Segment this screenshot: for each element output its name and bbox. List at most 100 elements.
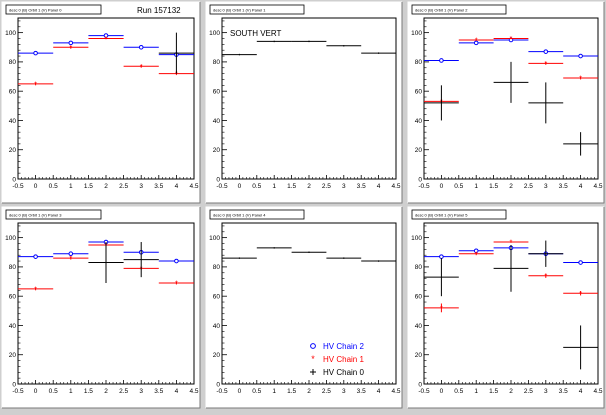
x-tick-label: 3	[139, 388, 143, 395]
star-marker: *	[69, 254, 72, 263]
y-tick-label: 80	[415, 264, 423, 271]
panel-bevel-dark	[2, 2, 201, 204]
x-tick-label: 3.5	[357, 388, 366, 395]
data-point	[123, 44, 159, 50]
data-point	[563, 260, 598, 265]
data-point	[53, 40, 89, 46]
x-tick-label: 3	[544, 183, 548, 190]
y-axis: 0 20 40 60 80 100	[411, 20, 429, 183]
panel-3: desc 0 (B) Orbit 1 (V) Panel 2-0.5 0 0.5 1 1…	[407, 1, 605, 204]
legend-star-marker: *	[311, 354, 315, 364]
series-cross	[222, 40, 396, 56]
x-tick-label: 4.5	[593, 388, 602, 395]
panel-title-box	[5, 209, 102, 220]
data-point: *	[88, 34, 124, 43]
circle-marker	[138, 44, 144, 50]
x-tick-label: 0.5	[49, 183, 58, 190]
panel-title: desc 0 (B) Orbit 1 (V) Panel 4	[213, 213, 266, 218]
data-point: *	[123, 62, 159, 71]
data-point	[158, 258, 194, 264]
series-star: * * * * *	[18, 34, 194, 88]
y-tick-label: 20	[9, 352, 17, 359]
panel-bevel-light	[205, 1, 402, 203]
y-tick-label: 60	[9, 88, 17, 95]
x-tick-label: 1.5	[489, 388, 498, 395]
x-tick-label: -0.5	[216, 388, 228, 395]
legend-entry: HV Chain 0	[310, 368, 364, 377]
x-tick-label: -0.5	[418, 183, 430, 190]
y-tick-label: 20	[213, 147, 221, 154]
panel-title: desc 0 (B) Orbit 1 (V) Panel 0	[9, 8, 62, 13]
circle-marker	[33, 50, 38, 56]
y-tick-label: 20	[213, 352, 221, 359]
y-tick-label: 60	[213, 293, 221, 300]
data-point	[563, 325, 598, 370]
data-point	[326, 257, 362, 259]
x-tick-label: 1.5	[84, 183, 93, 190]
series-circle	[18, 239, 194, 264]
y-tick-label: 40	[213, 118, 221, 125]
series-cross	[424, 61, 598, 156]
y-tick-label: 0	[12, 176, 16, 183]
y-tick-label: 40	[415, 118, 423, 125]
panel-background	[206, 2, 402, 203]
y-tick-label: 40	[9, 323, 17, 330]
data-point	[528, 49, 564, 54]
y-tick-label: 60	[9, 293, 17, 300]
x-tick-label: 4	[377, 183, 381, 190]
series-cross	[158, 32, 194, 74]
data-point	[291, 40, 327, 43]
y-tick-label: 0	[216, 176, 220, 183]
star-marker: *	[140, 62, 143, 71]
x-tick-label: 1	[474, 388, 478, 395]
y-tick-label: 80	[415, 59, 423, 66]
star-marker: *	[175, 69, 178, 78]
data-point	[361, 260, 396, 262]
panel-background	[2, 2, 200, 203]
x-axis: -0.5 0 0.5 1 1.5 2 2.5 3 3.5 4 4.5	[216, 380, 401, 395]
x-tick-label: 1.5	[489, 183, 498, 190]
legend-label: HV Chain 1	[323, 355, 364, 364]
star-marker: *	[105, 34, 108, 43]
panel-6: desc 0 (B) Orbit 1 (V) Panel 5-0.5 0 0.5 1 1…	[407, 206, 605, 409]
x-tick-label: 2.5	[119, 388, 128, 395]
y-tick-label: 0	[12, 381, 16, 388]
data-point	[222, 53, 257, 56]
x-tick-label: 4.5	[391, 388, 400, 395]
x-axis: -0.5 0 0.5 1 1.5 2 2.5 3 3.5 4 4.5	[418, 380, 603, 395]
x-tick-label: 2.5	[119, 183, 128, 190]
circle-marker	[33, 254, 38, 259]
data-point: *	[528, 271, 564, 280]
y-tick-label: 80	[9, 59, 17, 66]
star-marker: *	[475, 36, 478, 45]
star-marker: *	[579, 289, 582, 298]
data-point	[123, 242, 159, 278]
x-tick-label: 4.5	[189, 388, 198, 395]
x-axis: -0.5 0 0.5 1 1.5 2 2.5 3 3.5 4 4.5	[12, 175, 199, 190]
x-tick-label: 0	[238, 183, 242, 190]
circle-marker	[439, 254, 444, 259]
x-tick-label: 0.5	[252, 183, 261, 190]
y-tick-label: 100	[5, 30, 16, 37]
x-tick-label: 3.5	[357, 183, 366, 190]
x-tick-label: 2.5	[524, 388, 533, 395]
data-point	[493, 244, 529, 292]
x-tick-label: 0.5	[454, 183, 463, 190]
data-point	[493, 61, 529, 103]
y-axis: 0 20 40 60 80 100	[209, 20, 227, 183]
y-tick-label: 40	[213, 323, 221, 330]
data-point: *	[158, 279, 194, 288]
panel-1: desc 0 (B) Orbit 1 (V) Panel 0-0.5 0 0.5 1 1…	[1, 1, 201, 204]
x-tick-label: 2	[104, 388, 108, 395]
panel-5: desc 0 (B) Orbit 1 (V) Panel 4 -0.5 0 0.5 1 1…	[205, 206, 403, 409]
y-tick-label: 100	[411, 30, 422, 37]
x-tick-label: 2.5	[322, 183, 331, 190]
y-tick-label: 0	[418, 381, 422, 388]
x-tick-label: 4	[579, 388, 583, 395]
data-point	[528, 240, 564, 267]
series-cross	[88, 242, 159, 284]
x-tick-label: 2	[509, 183, 513, 190]
star-marker: *	[579, 74, 582, 83]
panel-background	[2, 207, 200, 408]
circle-marker	[473, 40, 479, 46]
